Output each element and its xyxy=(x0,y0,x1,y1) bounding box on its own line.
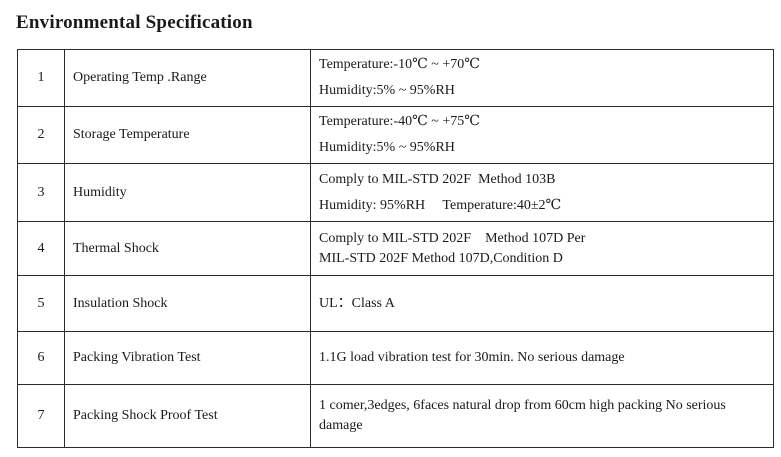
item-spec: Temperature:-10℃ ~ +70℃ Humidity:5% ~ 95… xyxy=(310,49,774,107)
page-title: Environmental Specification xyxy=(16,12,253,33)
spec-line: Comply to MIL-STD 202F Method 107D Per xyxy=(319,230,586,246)
item-spec: Temperature:-40℃ ~ +75℃ Humidity:5% ~ 95… xyxy=(310,106,774,164)
spec-line: UL：Class A xyxy=(319,295,395,311)
item-spec: Comply to MIL-STD 202F Method 107D Per M… xyxy=(310,221,774,276)
item-name: Packing Vibration Test xyxy=(64,331,311,385)
item-spec: 1.1G load vibration test for 30min. No s… xyxy=(310,331,774,385)
item-spec: UL：Class A xyxy=(310,275,774,332)
row-number: 5 xyxy=(17,275,65,332)
spec-line: Comply to MIL-STD 202F Method 103B xyxy=(319,171,556,187)
spec-line: 1 comer,3edges, 6faces natural drop from… xyxy=(319,398,726,433)
item-name: Storage Temperature xyxy=(64,106,311,164)
row-number: 7 xyxy=(17,384,65,448)
item-name: Humidity xyxy=(64,163,311,222)
row-number: 4 xyxy=(17,221,65,276)
table-row: 2 Storage Temperature Temperature:-40℃ ~… xyxy=(17,106,774,164)
table-row: 5 Insulation Shock UL：Class A xyxy=(17,275,774,332)
spec-line: Humidity:5% ~ 95%RH xyxy=(319,140,455,155)
item-name: Insulation Shock xyxy=(64,275,311,332)
row-number: 3 xyxy=(17,163,65,222)
row-number: 1 xyxy=(17,49,65,107)
item-name: Operating Temp .Range xyxy=(64,49,311,107)
spec-line: Temperature:-40℃ ~ +75℃ xyxy=(319,114,480,129)
table-row: 6 Packing Vibration Test 1.1G load vibra… xyxy=(17,331,774,385)
spec-line: Temperature:-10℃ ~ +70℃ xyxy=(319,57,480,72)
environmental-spec-table: 1 Operating Temp .Range Temperature:-10℃… xyxy=(17,49,774,448)
table-row: 7 Packing Shock Proof Test 1 comer,3edge… xyxy=(17,384,774,448)
table-row: 4 Thermal Shock Comply to MIL-STD 202F M… xyxy=(17,221,774,276)
item-spec: Comply to MIL-STD 202F Method 103B Humid… xyxy=(310,163,774,222)
row-number: 2 xyxy=(17,106,65,164)
item-name: Packing Shock Proof Test xyxy=(64,384,311,448)
table-row: 1 Operating Temp .Range Temperature:-10℃… xyxy=(17,49,774,107)
spec-line: Humidity: 95%RH Temperature:40±2℃ xyxy=(319,197,562,213)
spec-line: MIL-STD 202F Method 107D,Condition D xyxy=(319,250,563,266)
item-spec: 1 comer,3edges, 6faces natural drop from… xyxy=(310,384,774,448)
spec-line: 1.1G load vibration test for 30min. No s… xyxy=(319,350,625,365)
item-name: Thermal Shock xyxy=(64,221,311,276)
spec-line: Humidity:5% ~ 95%RH xyxy=(319,83,455,98)
table-row: 3 Humidity Comply to MIL-STD 202F Method… xyxy=(17,163,774,222)
row-number: 6 xyxy=(17,331,65,385)
